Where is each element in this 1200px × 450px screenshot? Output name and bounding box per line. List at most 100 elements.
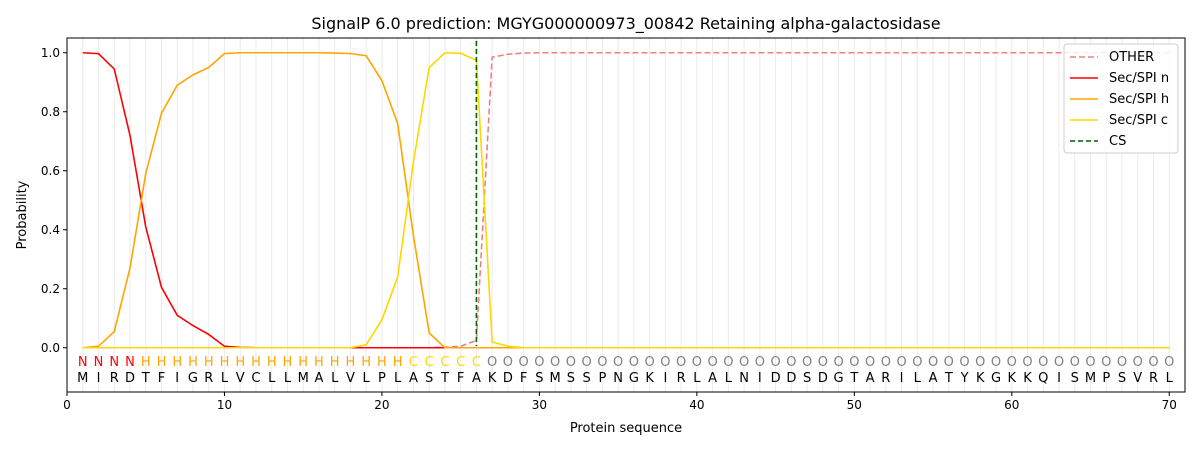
y-tick-label: 0.6 [41, 164, 60, 178]
region-label: H [267, 355, 277, 370]
residue-label: S [803, 371, 811, 386]
region-label: O [487, 355, 497, 370]
residue-label: L [725, 371, 733, 386]
residue-label: L [394, 371, 402, 386]
x-axis-label: Protein sequence [570, 421, 682, 436]
axes-frame [66, 37, 1186, 393]
residue-label: L [268, 371, 276, 386]
region-label: O [629, 355, 639, 370]
region-label: O [645, 355, 655, 370]
legend-label: CS [1109, 134, 1126, 149]
residue-label: M [1085, 371, 1096, 386]
residue-label: A [472, 371, 481, 386]
series-line-sec-spi-h [82, 51, 1170, 349]
region-label: H [283, 355, 293, 370]
region-label: O [896, 355, 906, 370]
legend-label: Sec/SPI c [1109, 113, 1168, 128]
x-tick-label: 50 [847, 398, 862, 412]
residue-label: R [677, 371, 686, 386]
residue-label: T [849, 371, 858, 386]
region-label: O [944, 355, 954, 370]
region-label: O [833, 355, 843, 370]
x-tick-label: 70 [1162, 398, 1177, 412]
region-label: O [975, 355, 985, 370]
region-label: C [472, 355, 481, 370]
region-label: O [849, 355, 859, 370]
residue-label: L [221, 371, 229, 386]
legend-box [1063, 43, 1179, 154]
residue-label: M [298, 371, 309, 386]
residue-label: I [1057, 371, 1061, 386]
residue-label: Y [960, 371, 969, 386]
region-label: O [692, 355, 702, 370]
residue-label: S [583, 371, 591, 386]
residue-label: I [175, 371, 179, 386]
residue-label: T [944, 371, 953, 386]
y-tick-label: 0.2 [41, 282, 60, 296]
region-label: O [1148, 355, 1158, 370]
region-label: O [660, 355, 670, 370]
region-label: O [613, 355, 623, 370]
region-label: O [582, 355, 592, 370]
region-label: O [865, 355, 875, 370]
residue-label: A [708, 371, 717, 386]
region-label: O [755, 355, 765, 370]
x-tick-label: 60 [1004, 398, 1019, 412]
region-label: O [519, 355, 529, 370]
x-tick-label: 0 [63, 398, 71, 412]
series-line-sec-spi-n [82, 51, 1170, 349]
residue-label: D [503, 371, 513, 386]
region-label: N [78, 355, 88, 370]
residue-label: R [110, 371, 119, 386]
residue-label: L [331, 371, 339, 386]
region-label: H [314, 355, 324, 370]
residue-label: T [141, 371, 150, 386]
residue-label: A [866, 371, 875, 386]
region-label: H [157, 355, 167, 370]
legend-label: Sec/SPI n [1109, 71, 1169, 86]
residue-label: A [929, 371, 938, 386]
residue-label: Q [1038, 371, 1048, 386]
residue-label: R [1149, 371, 1158, 386]
region-label: O [1101, 355, 1111, 370]
residue-label: G [991, 371, 1001, 386]
region-label: O [1038, 355, 1048, 370]
residue-label: F [158, 371, 165, 386]
residue-label: N [613, 371, 623, 386]
x-tick-label: 30 [532, 398, 547, 412]
residue-label: I [663, 371, 667, 386]
region-label: C [440, 355, 449, 370]
region-label: O [881, 355, 891, 370]
region-label: H [141, 355, 151, 370]
residue-label: S [567, 371, 575, 386]
residue-label: D [786, 371, 796, 386]
residue-label: G [629, 371, 639, 386]
region-label: O [550, 355, 560, 370]
residue-label: D [125, 371, 135, 386]
residue-label: R [204, 371, 213, 386]
residue-label: S [1071, 371, 1079, 386]
region-label: O [707, 355, 717, 370]
region-label: O [1164, 355, 1174, 370]
residue-label: P [378, 371, 386, 386]
chart-title: SignalP 6.0 prediction: MGYG000000973_00… [311, 14, 940, 34]
region-label: N [109, 355, 119, 370]
region-label: O [739, 355, 749, 370]
region-label: H [346, 355, 356, 370]
region-label: O [1117, 355, 1127, 370]
region-label: O [1022, 355, 1032, 370]
residue-label: I [97, 371, 101, 386]
residue-label: L [284, 371, 292, 386]
region-label: H [235, 355, 245, 370]
region-label: O [959, 355, 969, 370]
region-label: O [597, 355, 607, 370]
residue-label: M [550, 371, 561, 386]
region-label: O [786, 355, 796, 370]
region-label: H [393, 355, 403, 370]
region-label: O [1054, 355, 1064, 370]
region-label: H [172, 355, 182, 370]
residue-label: F [520, 371, 527, 386]
region-label: O [818, 355, 828, 370]
residue-label: S [535, 371, 543, 386]
region-label: C [425, 355, 434, 370]
